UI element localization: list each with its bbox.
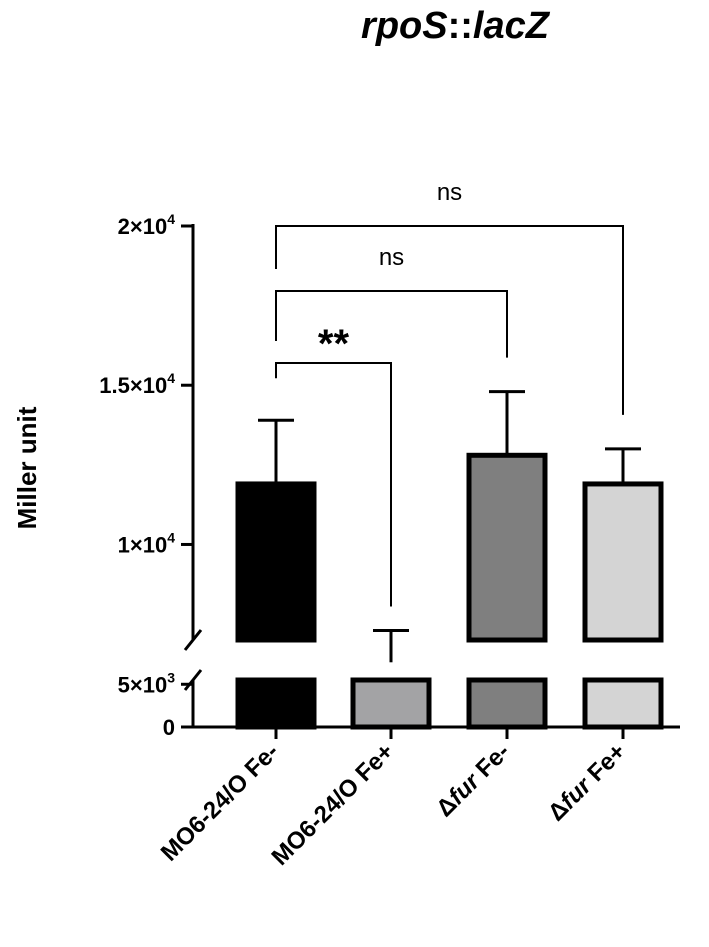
- y-tick-label: 0: [163, 715, 175, 740]
- axes: [183, 224, 680, 729]
- bar: [582, 481, 664, 643]
- x-tick-label: MO6-24/O Fe-: [156, 738, 284, 866]
- x-label-prefix: MO6-24/O: [156, 768, 254, 866]
- significance-label: ns: [379, 244, 404, 271]
- bar-lower-segment: [582, 677, 664, 730]
- y-tick-mantissa: 0: [163, 715, 175, 740]
- y-tick-exponent: 3: [167, 669, 175, 685]
- y-tick-label: 2×104: [118, 211, 176, 239]
- x-tick-label: Δfur Fe-: [431, 738, 515, 822]
- x-tick-label: MO6-24/O Fe+: [266, 738, 399, 871]
- y-tick-label: 1.5×104: [99, 370, 175, 398]
- x-label-prefix: MO6-24/O: [266, 773, 364, 871]
- bar: [466, 452, 548, 643]
- significance-bracket: [275, 225, 624, 415]
- bar-lower-segment: [466, 677, 548, 730]
- bar: [235, 481, 317, 643]
- y-tick-label: 5×103: [118, 669, 176, 697]
- significance-label: **: [318, 322, 350, 366]
- significance-bracket: [275, 290, 508, 358]
- y-axis-label: Miller unit: [12, 406, 42, 529]
- bar-lower-segment: [235, 677, 317, 730]
- y-tick-label: 1×104: [118, 529, 176, 557]
- y-tick-exponent: 4: [167, 370, 175, 386]
- y-tick-exponent: 4: [167, 529, 175, 545]
- bars: [235, 390, 664, 739]
- chart-title-part: rpoS: [361, 5, 448, 47]
- chart-title: rpoS::lacZ: [361, 5, 551, 47]
- significance-bracket: [275, 362, 392, 607]
- chart-title-part: lacZ: [473, 5, 551, 47]
- bar-lower-segment: [350, 677, 432, 730]
- x-axis-labels: MO6-24/O Fe-MO6-24/O Fe+ Δfur Fe- Δfur Fe+: [156, 738, 631, 871]
- x-tick-label: Δfur Fe+: [543, 738, 631, 826]
- axis-break-mark: [183, 629, 203, 651]
- axis-break-mark: [183, 669, 203, 691]
- y-tick-mantissa: 2×10: [118, 214, 168, 239]
- y-tick-mantissa: 1.5×10: [99, 373, 167, 398]
- y-tick-exponent: 4: [167, 211, 175, 227]
- chart-title-part: ::: [448, 5, 473, 47]
- y-tick-mantissa: 5×10: [118, 672, 168, 697]
- significance-label: ns: [437, 179, 462, 206]
- y-tick-mantissa: 1×10: [118, 532, 168, 557]
- significance-brackets: ** ns ns: [275, 179, 624, 607]
